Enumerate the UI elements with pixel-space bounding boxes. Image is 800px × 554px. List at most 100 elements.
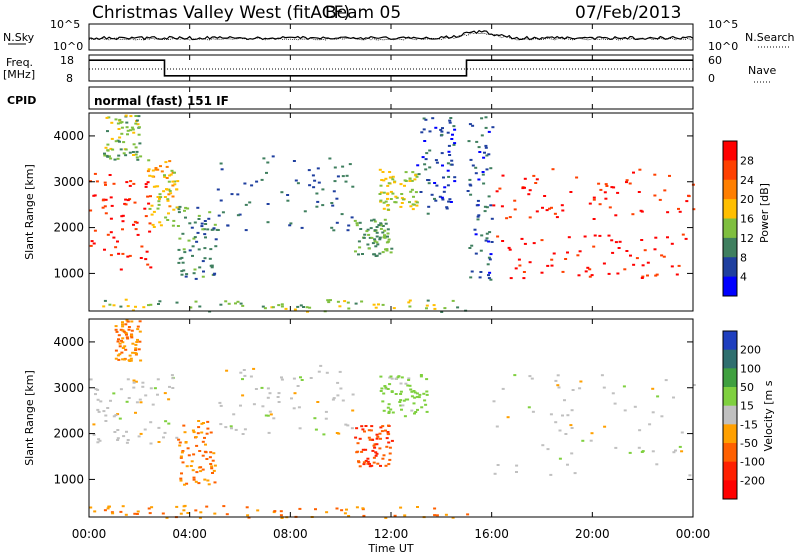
power-cell bbox=[213, 223, 217, 226]
power-cell bbox=[163, 175, 167, 178]
power-cell bbox=[336, 175, 340, 178]
power-cell bbox=[144, 183, 148, 186]
velocity-cell bbox=[268, 392, 272, 395]
velocity-cell bbox=[335, 507, 339, 510]
velocity-cell bbox=[120, 351, 124, 354]
power-cell bbox=[159, 224, 163, 227]
power-cell bbox=[286, 194, 290, 196]
velocity-cell bbox=[570, 409, 574, 412]
power-cell bbox=[133, 220, 137, 223]
power-cell bbox=[121, 252, 125, 255]
velocity-cell bbox=[368, 438, 372, 441]
power-cell bbox=[389, 251, 393, 254]
power-cell bbox=[466, 190, 470, 192]
power-cell bbox=[146, 263, 150, 266]
velocity-cell bbox=[376, 435, 380, 438]
power-cell bbox=[198, 305, 202, 308]
velocity-cell bbox=[136, 338, 139, 341]
y-tick-label: 4000 bbox=[53, 335, 84, 349]
velocity-cell bbox=[351, 393, 355, 396]
power-cell bbox=[219, 303, 223, 306]
velocity-cell bbox=[382, 392, 386, 395]
power-cell bbox=[194, 300, 198, 303]
power-cell bbox=[89, 244, 93, 247]
power-cell bbox=[176, 180, 180, 183]
power-cell bbox=[386, 184, 390, 187]
velocity-cell bbox=[135, 513, 139, 515]
power-cell bbox=[400, 197, 404, 200]
velocity-cell bbox=[126, 378, 130, 381]
velocity-cell bbox=[413, 391, 417, 394]
velocity-cell bbox=[229, 425, 233, 428]
power-cell bbox=[520, 237, 524, 240]
power-cell bbox=[239, 302, 243, 305]
power-cell bbox=[169, 192, 173, 195]
velocity-cell bbox=[351, 409, 355, 412]
power-cell bbox=[112, 304, 116, 307]
power-cell bbox=[442, 176, 445, 179]
velocity-cell bbox=[107, 505, 111, 508]
power-cell bbox=[195, 240, 199, 243]
power-cell bbox=[379, 191, 383, 194]
power-cell bbox=[375, 241, 379, 244]
velocity-cell bbox=[579, 380, 583, 383]
power-cell bbox=[447, 175, 451, 178]
power-cell bbox=[271, 155, 275, 158]
power-cell bbox=[140, 245, 144, 248]
velocity-cell bbox=[197, 426, 201, 429]
power-cell bbox=[203, 247, 207, 250]
velocity-cell bbox=[92, 423, 96, 426]
power-cell bbox=[490, 241, 494, 243]
velocity-cell bbox=[89, 506, 93, 509]
power-cell bbox=[386, 232, 390, 235]
power-cell bbox=[117, 154, 121, 157]
velocity-cell bbox=[363, 430, 366, 433]
velocity-cell bbox=[569, 424, 573, 427]
power-cell bbox=[383, 235, 387, 238]
power-cell bbox=[120, 132, 124, 135]
velocity-cell bbox=[399, 506, 403, 509]
velocity-cell bbox=[149, 387, 153, 390]
power-cell bbox=[316, 167, 320, 170]
velocity-cell bbox=[94, 388, 98, 391]
power-cell bbox=[112, 236, 116, 239]
power-cell bbox=[426, 299, 430, 302]
velocity-cell bbox=[121, 341, 125, 344]
velocity-cell bbox=[201, 454, 205, 457]
y-tick-label: 3000 bbox=[53, 175, 84, 189]
power-cell bbox=[420, 131, 424, 134]
power-cell bbox=[367, 233, 371, 236]
velocity-cell bbox=[372, 461, 376, 464]
power-cell bbox=[147, 159, 151, 162]
velocity-cell bbox=[554, 379, 558, 382]
power-cell bbox=[467, 140, 471, 143]
power-cell bbox=[471, 124, 475, 127]
power-cell bbox=[411, 208, 415, 211]
velocity-cell bbox=[317, 370, 321, 373]
power-cell bbox=[518, 264, 522, 267]
power-cell bbox=[658, 198, 662, 201]
power-colorbar-frame bbox=[722, 140, 738, 297]
power-colorbar-swatch bbox=[723, 276, 737, 297]
power-cell bbox=[266, 221, 270, 224]
velocity-cell bbox=[135, 352, 138, 355]
power-cell bbox=[172, 208, 176, 211]
velocity-cell bbox=[419, 374, 423, 376]
velocity-cell bbox=[297, 406, 301, 409]
velocity-cell bbox=[379, 464, 382, 467]
power-cell bbox=[666, 236, 669, 239]
power-cell bbox=[192, 272, 196, 275]
power-cell bbox=[292, 160, 296, 162]
velocity-cell bbox=[98, 439, 102, 442]
velocity-cell bbox=[347, 515, 351, 517]
velocity-cell bbox=[366, 462, 370, 465]
power-cell bbox=[372, 253, 376, 256]
power-cell bbox=[522, 271, 526, 273]
power-cell bbox=[203, 257, 207, 260]
power-cell bbox=[363, 233, 367, 236]
power-cell bbox=[204, 223, 208, 225]
power-cell bbox=[152, 226, 156, 228]
velocity-cell bbox=[358, 437, 362, 440]
power-cell bbox=[430, 193, 434, 196]
velocity-cell bbox=[549, 413, 553, 416]
